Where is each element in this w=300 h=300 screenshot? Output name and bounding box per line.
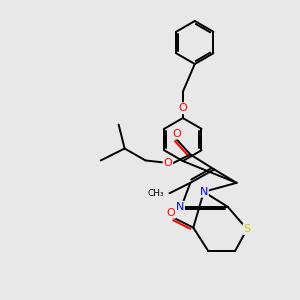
Text: N: N [200,187,208,197]
Text: O: O [164,158,172,168]
Text: CH₃: CH₃ [147,189,164,198]
Text: S: S [244,224,250,234]
Text: N: N [176,202,184,212]
Text: O: O [172,129,181,139]
Text: O: O [178,103,187,113]
Text: O: O [167,208,175,218]
